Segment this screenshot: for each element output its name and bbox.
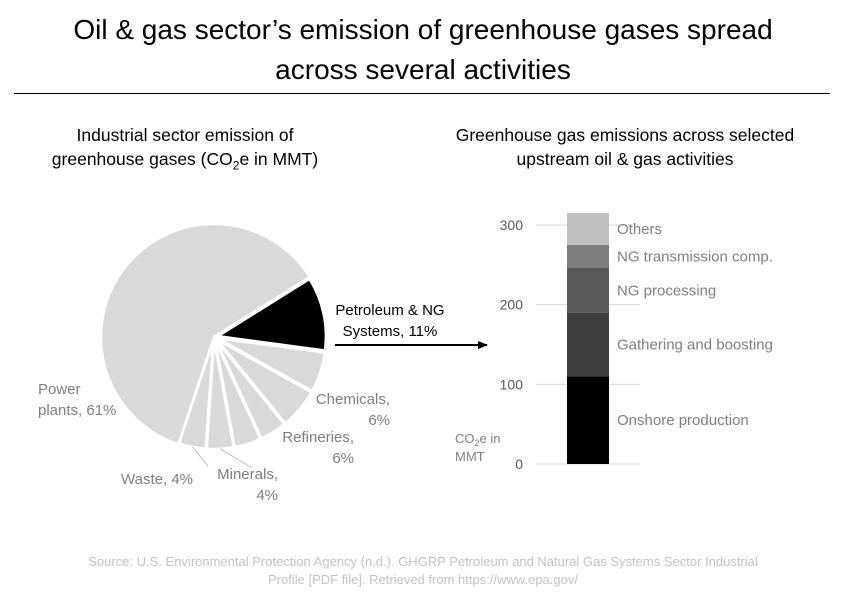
bar-subtitle-line-1: Greenhouse gas emissions across selected <box>455 125 795 145</box>
bar-segment-2 <box>567 268 609 313</box>
bar-segment-label: Onshore production <box>617 412 749 429</box>
pie-label-1: Petroleum & NG Systems, 11% <box>335 302 444 340</box>
y-axis-unit-line-2: MMT <box>455 449 485 464</box>
y-tick-label: 0 <box>515 456 523 472</box>
bar-segment-3 <box>567 244 609 269</box>
pie-leader-line-7 <box>191 446 209 467</box>
pie-label-0: Power plants, 61% <box>38 381 116 419</box>
chart-title: Oil & gas sector’s emission of greenhous… <box>0 10 846 90</box>
pie-subtitle-text-b: e in MMT) <box>239 149 319 169</box>
y-tick-label: 100 <box>500 376 524 392</box>
bar-segment-0 <box>567 376 609 464</box>
y-axis-unit-line-1: CO2e in <box>455 431 500 448</box>
title-divider <box>14 93 830 94</box>
pie-slice-0 <box>99 222 312 446</box>
pie-subtitle-line-2: greenhouse gases (CO2e in MMT) <box>20 147 350 178</box>
pie-label-3: Refineries, 6% <box>282 429 354 467</box>
stacked-bar-chart: 0 100 200 300 Onshore production Gathering an… <box>500 213 773 472</box>
source-line-2: Profile [PDF file]. Retrieved from https… <box>268 572 578 587</box>
source-line-1: Source: U.S. Environmental Protection Ag… <box>88 554 758 569</box>
chart-title-line-1: Oil & gas sector’s emission of greenhous… <box>73 14 773 45</box>
pie-label-6: Minerals, 4% <box>217 466 278 504</box>
pie-subtitle-text-a: greenhouse gases (CO <box>51 149 233 169</box>
bar-segment-label: NG transmission comp. <box>617 248 773 265</box>
chart-title-line-2: across several activities <box>275 54 571 85</box>
pie-label-2: Chemicals, 6% <box>316 391 390 429</box>
bar-segment-label: Gathering and boosting <box>617 337 773 354</box>
bar-segment-4 <box>567 213 609 245</box>
bar-chart-subtitle: Greenhouse gas emissions across selected… <box>410 123 840 171</box>
pie-label-7: Waste, 4% <box>121 471 193 488</box>
y-tick-label: 300 <box>500 217 524 233</box>
pie-slice-2 <box>217 337 327 393</box>
pie-chart: Power plants, 61% Petroleum & NG Systems, 1… <box>38 222 445 504</box>
pie-subtitle-line-1: Industrial sector emission of <box>76 125 294 145</box>
bar-segment-1 <box>567 312 609 377</box>
bar-segment-label: Others <box>617 221 662 238</box>
pie-chart-subtitle: Industrial sector emission of greenhouse… <box>20 123 350 178</box>
pie-subtitle-subscript: 2 <box>232 158 240 173</box>
pie-leader-line-6 <box>219 448 253 469</box>
source-note: Source: U.S. Environmental Protection Ag… <box>20 553 826 589</box>
bar-subtitle-line-2: upstream oil & gas activities <box>516 149 734 169</box>
pie-slice-3 <box>216 338 314 426</box>
pie-slice-1 <box>214 277 328 352</box>
bar-segment-label: NG processing <box>617 282 716 299</box>
y-tick-label: 200 <box>500 297 524 313</box>
